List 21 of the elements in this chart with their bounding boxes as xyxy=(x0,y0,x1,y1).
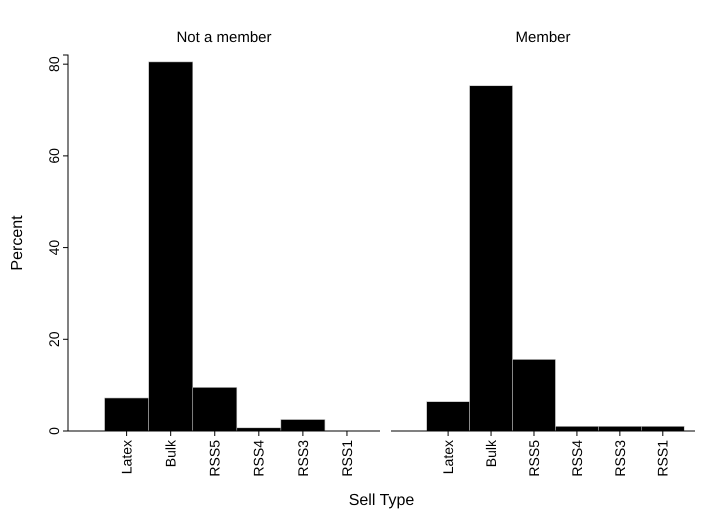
y-tick-label: 40 xyxy=(46,240,62,256)
x-tick-label: Latex xyxy=(440,440,456,474)
chart-title: Member xyxy=(515,29,571,46)
y-tick-label: 20 xyxy=(46,331,62,348)
chart-title: Not a member xyxy=(176,29,272,46)
y-axis-title: Percent xyxy=(9,214,26,271)
x-tick-label: RSS3 xyxy=(612,440,628,477)
x-tick-label: RSS5 xyxy=(526,440,542,477)
x-tick-label: RSS5 xyxy=(206,440,223,477)
x-tick-label: RSS1 xyxy=(654,440,671,477)
x-tick-label: RSS3 xyxy=(294,440,311,477)
y-tick-label: 80 xyxy=(46,56,62,72)
x-tick-label: RSS1 xyxy=(338,440,355,477)
x-tick-label: RSS4 xyxy=(568,440,585,477)
y-tick-label: 60 xyxy=(46,148,62,164)
y-tick-label: 0 xyxy=(46,426,62,435)
x-axis-title: Sell Type xyxy=(348,492,414,509)
x-tick-label: RSS4 xyxy=(250,440,267,477)
x-tick-label: Bulk xyxy=(162,439,179,468)
x-tick-label: Latex xyxy=(118,440,135,474)
x-tick-label: Bulk xyxy=(482,439,499,468)
